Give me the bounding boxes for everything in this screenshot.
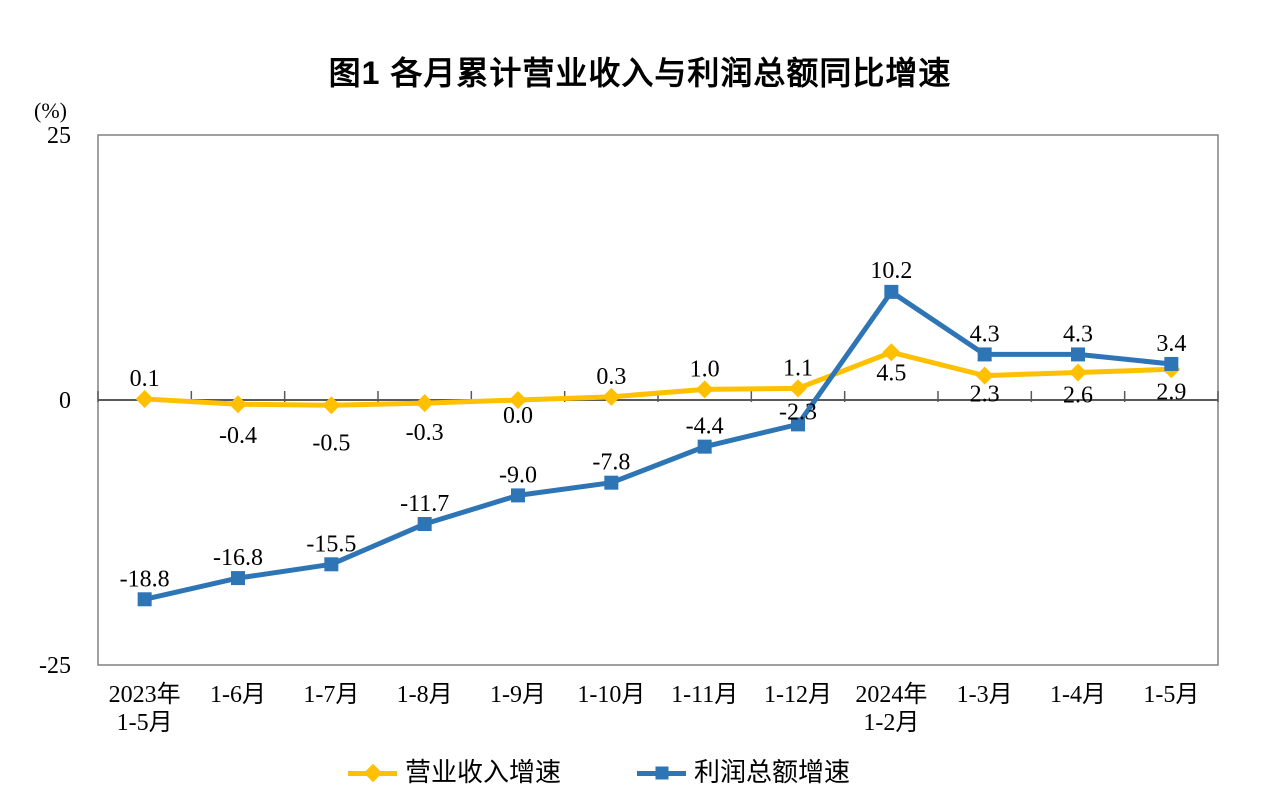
- x-tick-label: 1-10月: [577, 682, 645, 708]
- x-tick-label: 1-12月: [764, 682, 832, 708]
- x-tick-label: 2023年: [109, 681, 181, 708]
- data-label: -7.8: [592, 450, 630, 476]
- data-point-marker: [415, 394, 434, 413]
- series-line: [144, 289, 1172, 602]
- data-label: 1.0: [690, 356, 720, 382]
- data-point-marker: [604, 475, 619, 490]
- x-tick-label: 1-9月: [490, 682, 546, 708]
- data-label: -2.3: [779, 399, 817, 425]
- data-point-marker: [509, 391, 527, 409]
- data-label: -4.4: [686, 414, 724, 440]
- data-point-marker: [602, 387, 621, 406]
- data-point-marker: [884, 284, 899, 299]
- data-point-marker: [324, 557, 339, 572]
- data-label: 0.0: [503, 403, 533, 429]
- data-label: 4.3: [1063, 321, 1093, 347]
- x-tick-label: 1-8月: [397, 682, 453, 708]
- data-point-marker: [229, 395, 247, 414]
- data-point-marker: [1069, 363, 1087, 382]
- x-tick-label: 1-3月: [957, 682, 1013, 708]
- data-label: 2.9: [1156, 379, 1186, 405]
- series-line: [144, 349, 1172, 408]
- legend-label-profit: 利润总额增速: [694, 758, 851, 787]
- x-tick-label: 1-2月: [863, 710, 919, 736]
- data-label: 2.3: [970, 382, 1000, 408]
- data-point-marker: [231, 571, 245, 586]
- data-label: 3.4: [1156, 331, 1186, 357]
- data-label: 10.2: [870, 258, 912, 284]
- y-axis-unit-label: (%): [34, 98, 67, 123]
- chart-title: 图1 各月累计营业收入与利润总额同比增速: [328, 55, 952, 91]
- data-point-marker: [975, 366, 994, 385]
- legend-item-revenue: 营业收入增速: [348, 759, 561, 787]
- data-point-marker: [322, 396, 341, 415]
- x-tick-label: 2024年: [855, 681, 927, 708]
- y-tick-label: -25: [39, 653, 71, 679]
- data-point-marker: [1164, 356, 1179, 371]
- data-label: -9.0: [499, 462, 537, 488]
- x-tick-label: 1-5月: [117, 710, 173, 736]
- x-tick-label: 1-6月: [210, 682, 266, 708]
- x-tick-label: 1-11月: [671, 682, 738, 708]
- data-label: 2.6: [1063, 382, 1093, 408]
- x-tick-label: 1-7月: [303, 682, 359, 708]
- data-label: 0.3: [596, 364, 626, 390]
- data-label: 1.1: [783, 355, 813, 381]
- data-label: -0.5: [312, 430, 350, 456]
- data-label: -0.3: [406, 420, 444, 446]
- data-point-marker: [789, 379, 807, 398]
- data-point-marker: [791, 417, 805, 432]
- legend-item-profit: 利润总额增速: [637, 759, 850, 787]
- data-point-marker: [882, 343, 901, 362]
- data-point-marker: [511, 488, 525, 503]
- profit-line-swatch: [637, 766, 686, 780]
- y-tick-label: 25: [47, 123, 71, 149]
- data-label: -18.8: [120, 566, 170, 592]
- x-tick-label: 1-5月: [1143, 682, 1199, 708]
- data-label: -0.4: [219, 423, 257, 449]
- data-label: 4.3: [970, 321, 1000, 347]
- data-point-marker: [977, 347, 992, 362]
- legend-label-revenue: 营业收入增速: [405, 758, 562, 787]
- x-tick-label: 1-4月: [1050, 682, 1106, 708]
- square-marker-icon: [655, 766, 668, 780]
- data-label: -15.5: [306, 531, 356, 557]
- data-point-marker: [137, 592, 152, 607]
- data-point-marker: [135, 389, 154, 408]
- revenue-line-swatch: [348, 763, 397, 783]
- data-label: 4.5: [876, 360, 906, 386]
- data-point-marker: [695, 380, 714, 399]
- data-label: -16.8: [213, 545, 263, 571]
- data-point-marker: [1071, 347, 1085, 362]
- data-label: -11.7: [400, 491, 449, 517]
- diamond-marker-icon: [363, 763, 382, 783]
- y-tick-label: 0: [59, 388, 71, 414]
- data-point-marker: [417, 517, 432, 532]
- data-label: 0.1: [130, 366, 160, 392]
- data-point-marker: [697, 439, 712, 454]
